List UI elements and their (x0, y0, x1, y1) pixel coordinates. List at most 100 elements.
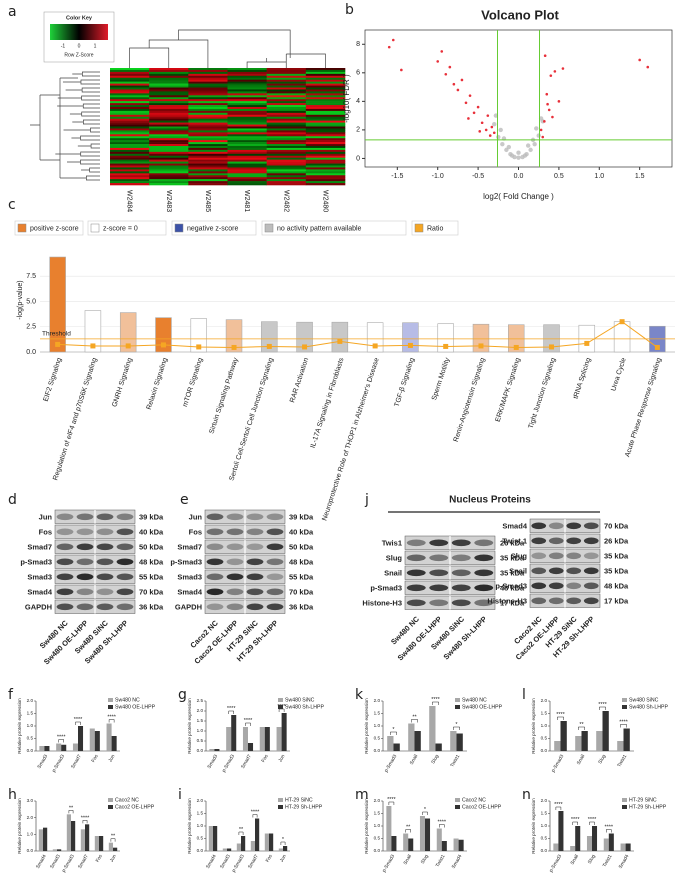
legend-swatch (622, 705, 627, 709)
point (506, 144, 512, 150)
sig-label: ** (579, 722, 584, 728)
blot-band (246, 513, 264, 521)
bar (575, 736, 582, 751)
bar (227, 848, 232, 851)
heatmap-cell (305, 181, 346, 184)
panel-letter: d (8, 492, 17, 508)
sig-bracket (388, 801, 395, 805)
heatmap-cell (266, 120, 307, 123)
blot-band (566, 537, 582, 545)
blot-band (206, 543, 224, 551)
heatmap-cell (266, 173, 307, 176)
heatmap-cell (188, 69, 228, 73)
sig-label: **** (554, 802, 563, 808)
bar (508, 324, 525, 353)
kda-label: 70 kDa (139, 587, 164, 596)
protein-label: Slug (386, 553, 403, 562)
panel-letter: a (8, 4, 17, 20)
point (536, 133, 541, 138)
heatmap-cell (266, 136, 307, 139)
heatmap-cell (188, 132, 228, 135)
heatmap-cell (188, 122, 228, 125)
bar (248, 743, 254, 751)
heatmap-cell (188, 97, 228, 100)
bar (403, 833, 409, 851)
heatmap-cell (305, 83, 346, 86)
key-tick: 1 (94, 43, 97, 49)
bar (52, 849, 57, 851)
heatmap-cell (188, 138, 228, 141)
heatmap-cell (305, 126, 346, 129)
x-tick-label: GNRH Signaling (111, 357, 134, 408)
x-tick-label: p-Smad3 (383, 753, 398, 773)
heatmap-cell (188, 79, 228, 82)
protein-label: p-Smad3 (170, 557, 202, 566)
heatmap-cell (227, 163, 267, 166)
x-tick-label: Regulation of eIF4 and p70S6K Signaling (52, 357, 98, 481)
legend-label: HT-29 Sh-LHPP (285, 804, 323, 810)
blot-band (429, 539, 449, 547)
legend-box (261, 220, 407, 236)
blot-band (96, 528, 114, 536)
heatmap-cell (266, 68, 307, 71)
heatmap-cell (305, 142, 346, 145)
heatmap-cell (149, 91, 189, 94)
heatmap-cell (266, 89, 307, 92)
x-tick-label: p-Smad3 (548, 853, 563, 873)
point (549, 74, 553, 77)
heatmap-cell (149, 140, 189, 143)
y-tick-label: 1.0 (197, 728, 204, 733)
sig-bracket (453, 726, 460, 730)
sample-label: W2482 (282, 190, 289, 212)
heatmap-cell (305, 69, 346, 73)
x-tick-label: Fos (90, 753, 99, 763)
bar (190, 318, 207, 353)
sig-label: **** (571, 817, 580, 823)
heatmap-cell (266, 142, 307, 145)
protein-label: Jun (39, 512, 53, 521)
bar (554, 741, 561, 751)
key-label: Row Z-Score (64, 52, 93, 58)
heatmap-cell (188, 153, 228, 157)
chart-title: Volcano Plot (481, 7, 559, 22)
heatmap-cell (227, 112, 267, 116)
heatmap-cell (305, 118, 346, 121)
blot-band (226, 588, 244, 596)
heatmap-cell (188, 114, 228, 118)
heatmap-cell (110, 95, 150, 98)
point (468, 94, 472, 97)
heatmap-cell (149, 95, 189, 98)
heatmap-cell (227, 153, 267, 157)
ratio-marker (584, 340, 590, 346)
heatmap-cell (227, 99, 267, 102)
heatmap-cell (266, 153, 307, 157)
heatmap-cell (188, 136, 228, 139)
heatmap-cell (110, 108, 150, 112)
heatmap-cell (110, 75, 150, 79)
blot-band (226, 573, 244, 581)
dendrogram-left (30, 71, 100, 181)
ratio-marker (513, 344, 519, 350)
x-tick-label: Slug (587, 853, 597, 865)
heatmap-cell (227, 73, 267, 77)
heatmap-cell (266, 171, 307, 174)
heatmap-cell (266, 151, 307, 155)
legend-swatch (108, 798, 113, 802)
heatmap-cell (305, 101, 346, 104)
y-axis-label: Relative protein expression (187, 698, 192, 754)
heatmap-cell (149, 112, 189, 116)
point (400, 68, 403, 72)
heatmap-cell (149, 122, 189, 125)
heatmap-cell (266, 169, 307, 172)
kda-label: 36 kDa (139, 602, 164, 611)
point (484, 128, 488, 132)
y-tick-label: 1.0 (197, 823, 204, 828)
heatmap-cell (266, 77, 307, 80)
heatmap-cell (149, 118, 189, 121)
sample-label: W2480 (322, 190, 329, 212)
blot-band (548, 567, 564, 575)
sig-label: ** (406, 824, 411, 830)
ratio-marker (407, 342, 413, 348)
bar (94, 731, 100, 751)
point (478, 130, 482, 133)
